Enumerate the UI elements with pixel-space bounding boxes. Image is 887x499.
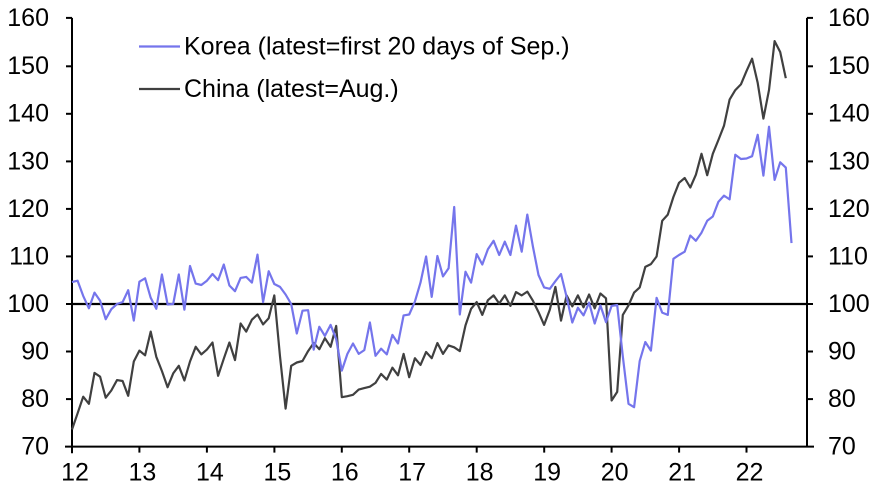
svg-text:140: 140 xyxy=(828,100,870,128)
svg-text:Korea (latest=first 20 days of: Korea (latest=first 20 days of Sep.) xyxy=(184,33,570,61)
svg-text:12: 12 xyxy=(61,459,89,487)
svg-text:100: 100 xyxy=(828,290,870,318)
svg-text:14: 14 xyxy=(196,459,224,487)
svg-text:110: 110 xyxy=(9,242,49,270)
svg-text:20: 20 xyxy=(601,459,629,487)
svg-text:150: 150 xyxy=(7,52,49,80)
svg-text:70: 70 xyxy=(828,433,856,461)
svg-text:80: 80 xyxy=(21,385,49,413)
svg-text:160: 160 xyxy=(828,4,870,32)
svg-text:19: 19 xyxy=(533,459,561,487)
svg-text:21: 21 xyxy=(668,459,696,487)
svg-text:130: 130 xyxy=(828,147,870,175)
svg-text:120: 120 xyxy=(828,195,870,223)
svg-text:120: 120 xyxy=(7,195,49,223)
svg-text:90: 90 xyxy=(21,337,49,365)
svg-text:70: 70 xyxy=(21,433,49,461)
svg-text:18: 18 xyxy=(466,459,494,487)
svg-text:150: 150 xyxy=(828,52,870,80)
svg-text:100: 100 xyxy=(7,290,49,318)
svg-text:15: 15 xyxy=(263,459,291,487)
svg-text:16: 16 xyxy=(331,459,359,487)
svg-text:13: 13 xyxy=(128,459,156,487)
svg-text:22: 22 xyxy=(736,459,764,487)
svg-text:110: 110 xyxy=(828,242,868,270)
svg-text:90: 90 xyxy=(828,337,856,365)
svg-text:160: 160 xyxy=(7,4,49,32)
svg-text:140: 140 xyxy=(7,100,49,128)
svg-text:130: 130 xyxy=(7,147,49,175)
svg-text:17: 17 xyxy=(398,459,426,487)
svg-text:China (latest=Aug.): China (latest=Aug.) xyxy=(184,75,399,103)
svg-text:80: 80 xyxy=(828,385,856,413)
